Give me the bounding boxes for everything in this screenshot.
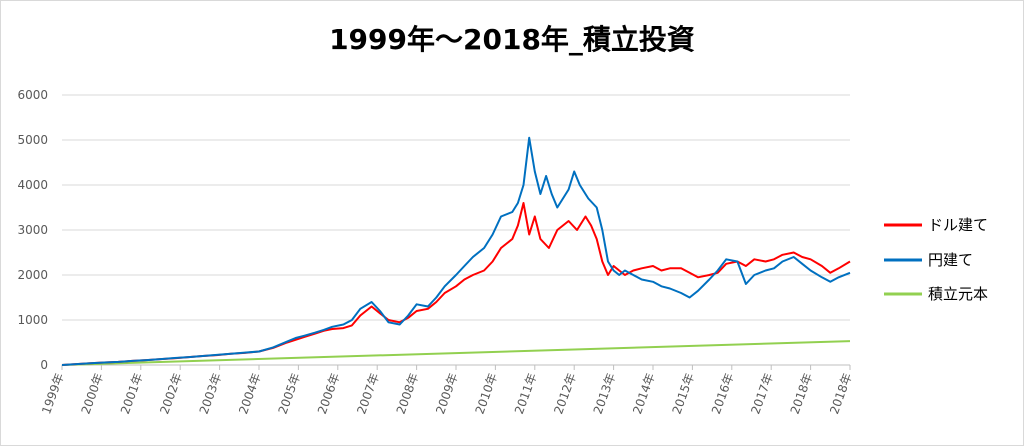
x-tick-label: 2008年 [394,371,422,416]
x-tick-label: 2017年 [748,371,776,416]
y-tick-label: 2000 [17,268,48,282]
x-tick-label: 2010年 [473,371,501,416]
x-tick-label: 2002年 [157,371,185,416]
x-tick-label: 2006年 [315,371,343,416]
grid-lines [62,94,850,366]
x-tick-label: 2011年 [512,371,540,416]
x-tick-label: 2001年 [118,371,146,416]
series-line-1 [61,136,851,366]
series-lines [61,136,851,366]
x-axis-ticks: 1999年 2000年 2001年 2002年 2003年 2004年 2005年 2006年… [39,365,855,416]
x-tick-label: 2003年 [197,371,225,416]
x-tick-label: 2004年 [236,371,264,416]
legend-label: 積立元本 [928,285,988,303]
x-tick-label: 2013年 [591,371,619,416]
y-tick-label: 1000 [17,313,48,327]
y-tick-label: 5000 [17,133,48,147]
y-tick-label: 0 [40,358,48,372]
x-tick-label: 1999年 [39,371,67,416]
y-tick-label: 6000 [17,88,48,102]
series-line-0 [61,202,851,366]
legend-label: ドル建て [928,216,988,234]
x-tick-label: 2007年 [354,371,382,416]
y-axis-ticks: 0 1000 2000 3000 4000 5000 6000 [17,88,48,372]
x-tick-label: 2015年 [670,371,698,416]
y-tick-label: 3000 [17,223,48,237]
x-tick-label: 2018年 [827,371,855,416]
x-tick-label: 2005年 [276,371,304,416]
x-tick-label: 2014年 [630,371,658,416]
x-tick-label: 2012年 [551,371,579,416]
chart-title: 1999年～2018年_積立投資 [329,23,695,56]
x-tick-label: 2000年 [79,371,107,416]
x-tick-label: 2009年 [433,371,461,416]
legend-label: 円建て [928,251,973,269]
x-tick-label: 2018年 [788,371,816,416]
series-line-2 [61,340,851,366]
x-tick-label: 2016年 [709,371,737,416]
y-tick-label: 4000 [17,178,48,192]
